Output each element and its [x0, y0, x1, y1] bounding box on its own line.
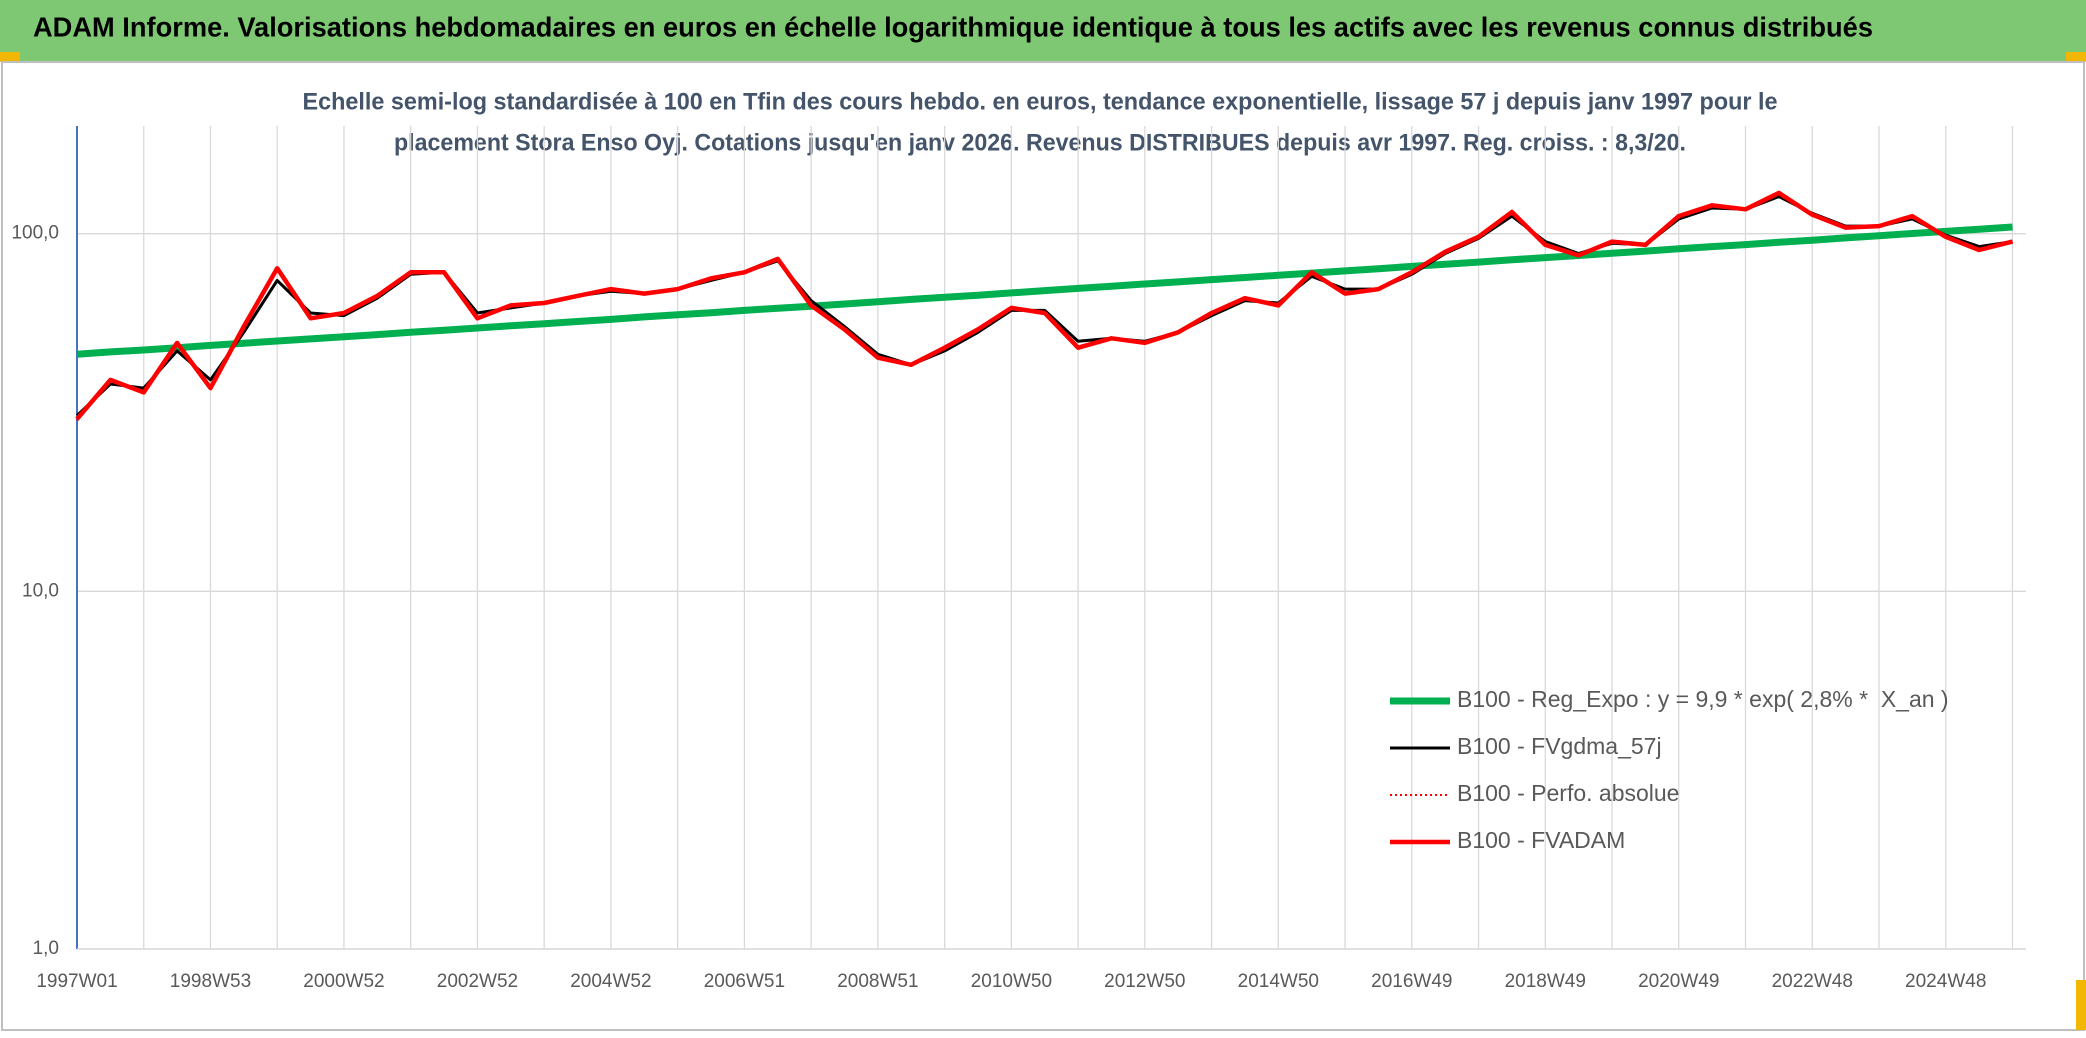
legend-label: B100 - FVgdma_57j: [1457, 733, 1662, 759]
corner: [2076, 980, 2086, 1030]
x-tick-label: 2022W48: [1772, 971, 1853, 992]
x-tick-label: 2024W48: [1905, 971, 1986, 992]
x-tick-label: 1998W53: [170, 971, 251, 992]
x-tick-label: 2012W50: [1104, 971, 1185, 992]
y-tick-label: 100,0: [11, 223, 59, 244]
x-tick-label: 2004W52: [570, 971, 651, 992]
y-tick-label: 10,0: [22, 580, 59, 601]
legend-label: B100 - Perfo. absolue: [1457, 780, 1679, 806]
x-tick-label: 2016W49: [1371, 971, 1452, 992]
x-tick-label: 2006W51: [704, 971, 785, 992]
title-bar: [0, 0, 2086, 62]
y-tick-label: 1,0: [33, 938, 59, 959]
chart-subtitle: Echelle semi-log standardisée à 100 en T…: [303, 88, 1778, 115]
x-tick-label: 2014W50: [1238, 971, 1319, 992]
x-tick-label: 2020W49: [1638, 971, 1719, 992]
x-tick-label: 2010W50: [971, 971, 1052, 992]
x-tick-label: 2008W51: [837, 971, 918, 992]
series-line: [76, 223, 2013, 358]
x-tick-label: 1997W01: [36, 971, 117, 992]
page-title: ADAM Informe. Valorisations hebdomadaire…: [33, 11, 1873, 42]
corner: [2066, 52, 2086, 62]
chart-frame: [1, 61, 2085, 1031]
legend-label: B100 - Reg_Expo : y = 9,9 * exp( 2,8% * …: [1457, 686, 1949, 712]
corner: [0, 52, 20, 62]
chart-subtitle: placement Stora Enso Oyj. Cotations jusq…: [394, 129, 1686, 156]
x-tick-label: 2018W49: [1505, 971, 1586, 992]
series-line: [75, 190, 2014, 421]
x-tick-label: 2002W52: [437, 971, 518, 992]
legend-label: B100 - FVADAM: [1457, 827, 1625, 853]
x-tick-label: 2000W52: [303, 971, 384, 992]
